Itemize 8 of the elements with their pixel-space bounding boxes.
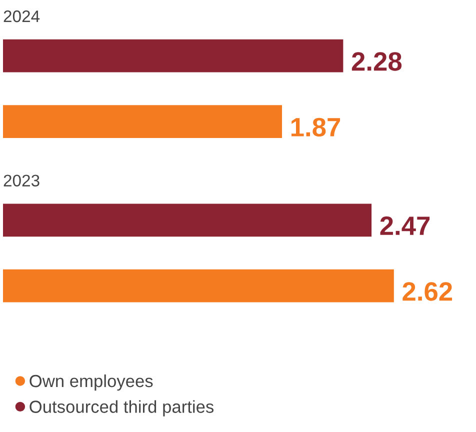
data-label: 2.62 xyxy=(402,282,452,301)
legend-label: Outsourced third parties xyxy=(30,400,214,416)
data-label: 2.28 xyxy=(352,52,402,71)
data-label: 2.47 xyxy=(380,216,430,235)
y-tick-label: 2023 xyxy=(4,174,40,187)
y-tick-label: 2024 xyxy=(4,10,40,22)
legend-label: Own employees xyxy=(30,374,153,391)
data-label: 1.87 xyxy=(291,118,340,137)
